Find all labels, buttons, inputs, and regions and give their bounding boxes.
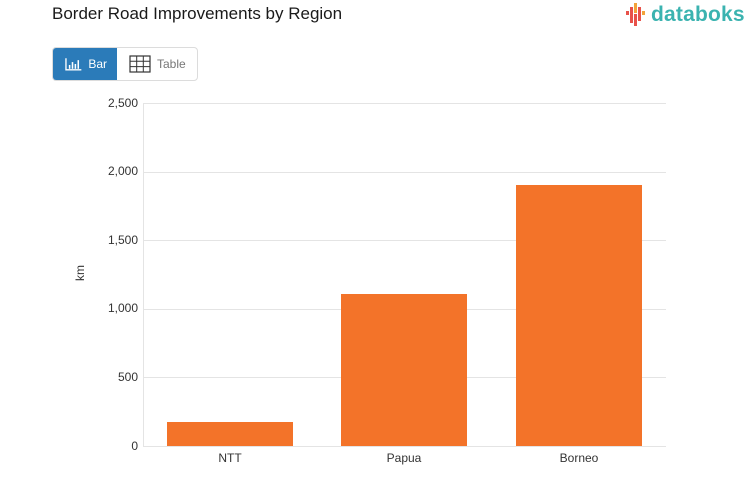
y-tick-label: 1,000 — [107, 301, 138, 315]
table-icon — [129, 55, 151, 73]
y-tick-label: 2,000 — [107, 164, 138, 178]
x-tick-label: NTT — [218, 451, 242, 465]
y-axis-label: km — [73, 265, 87, 281]
bar-ntt[interactable] — [167, 421, 293, 446]
gridline — [143, 172, 666, 173]
y-tick-label: 0 — [131, 439, 138, 453]
y-tick-label: 500 — [117, 370, 138, 384]
databoks-logo[interactable]: databoks — [626, 3, 745, 27]
table-view-label: Table — [157, 57, 186, 71]
view-toggle: Bar Table — [52, 47, 198, 81]
table-view-button[interactable]: Table — [117, 48, 196, 80]
gridline — [143, 103, 666, 104]
bar-papua[interactable] — [341, 293, 467, 446]
x-tick-label: Borneo — [559, 451, 599, 465]
chart-title: Border Road Improvements by Region — [52, 4, 343, 23]
y-tick-label: 1,500 — [107, 233, 138, 247]
x-axis-line — [143, 446, 666, 447]
y-axis-line — [143, 103, 144, 447]
x-tick-label: Papua — [386, 451, 422, 465]
bar-view-label: Bar — [88, 57, 107, 71]
y-tick-label: 2,500 — [107, 96, 138, 110]
databoks-logo-icon — [626, 3, 645, 26]
bar-borneo[interactable] — [516, 185, 642, 446]
bar-view-button[interactable]: Bar — [53, 48, 117, 80]
gridline — [143, 240, 666, 241]
logo-text: databoks — [651, 3, 745, 26]
bar-chart-icon — [65, 58, 82, 71]
